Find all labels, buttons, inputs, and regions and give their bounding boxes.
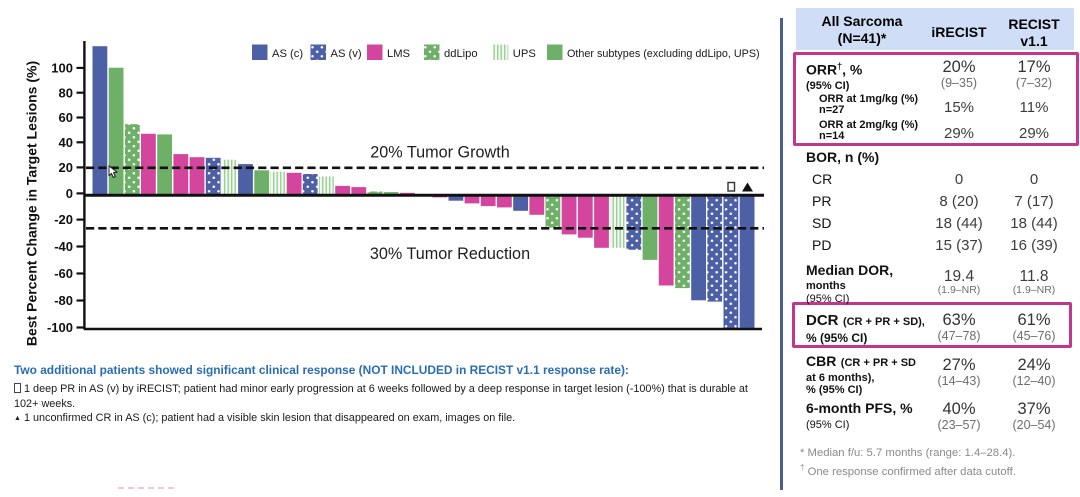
svg-text:-40: -40 bbox=[54, 239, 73, 254]
svg-text:-100: -100 bbox=[47, 320, 73, 335]
svg-text:100: 100 bbox=[51, 61, 73, 76]
svg-text:60: 60 bbox=[59, 110, 73, 125]
svg-text:40: 40 bbox=[59, 135, 73, 150]
svg-text:ddLipo: ddLipo bbox=[444, 48, 478, 60]
svg-text:0: 0 bbox=[66, 186, 73, 201]
svg-text:-60: -60 bbox=[54, 266, 73, 281]
svg-text:Other subtypes (excluding ddLi: Other subtypes (excluding ddLipo, UPS) bbox=[567, 48, 760, 60]
svg-text:80: 80 bbox=[59, 85, 73, 100]
svg-text:AS (c): AS (c) bbox=[272, 48, 303, 60]
svg-text:30% Tumor Reduction: 30% Tumor Reduction bbox=[370, 245, 530, 263]
svg-text:-80: -80 bbox=[54, 293, 73, 308]
svg-text:LMS: LMS bbox=[387, 48, 410, 60]
svg-text:20% Tumor Growth: 20% Tumor Growth bbox=[370, 144, 509, 162]
svg-text:AS (v): AS (v) bbox=[331, 48, 362, 60]
svg-text:Best Percent Change in Target: Best Percent Change in Target Lesions (%… bbox=[24, 61, 40, 346]
svg-text:UPS: UPS bbox=[513, 48, 536, 60]
svg-text:-20: -20 bbox=[54, 212, 73, 227]
svg-text:20: 20 bbox=[59, 160, 73, 175]
